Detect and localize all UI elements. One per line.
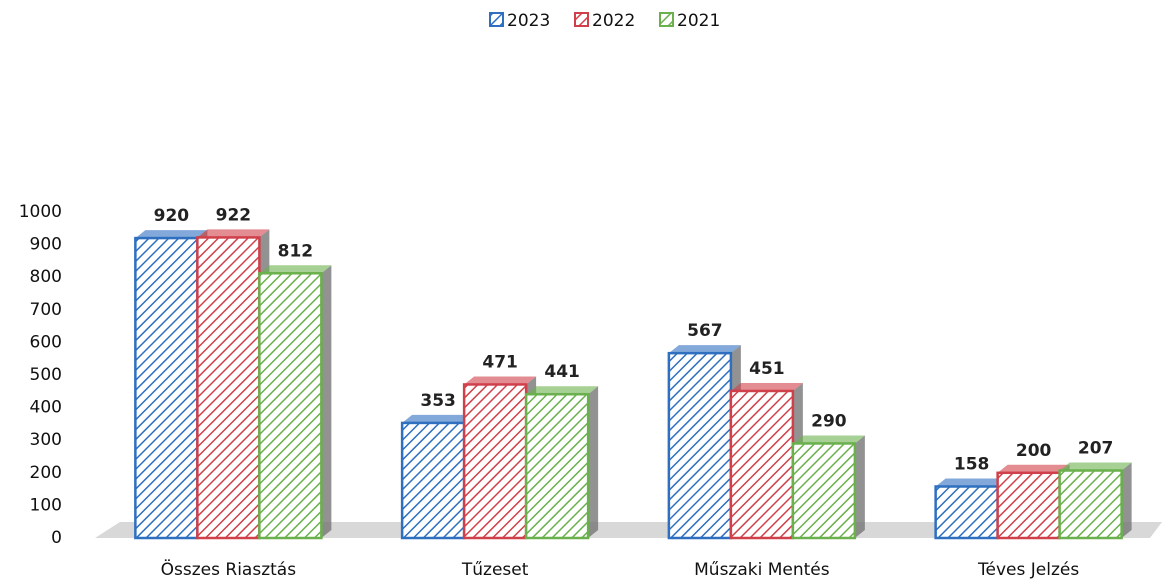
bar-top [1059, 462, 1132, 471]
data-label: 567 [687, 321, 723, 341]
bar-side [588, 386, 599, 538]
data-label: 200 [1016, 441, 1052, 461]
y-tick-label: 700 [30, 300, 62, 320]
bar-top [464, 376, 537, 385]
bar-top [259, 265, 332, 274]
data-label: 471 [482, 352, 518, 372]
data-label: 451 [749, 359, 785, 379]
data-label: 158 [954, 454, 990, 474]
x-tick-label: Műszaki Mentés [694, 560, 830, 580]
y-tick-label: 900 [30, 235, 62, 255]
y-tick-label: 800 [30, 267, 62, 287]
data-label: 207 [1078, 439, 1114, 459]
bar-top [997, 464, 1070, 473]
data-label: 290 [811, 411, 847, 431]
floor [95, 522, 1162, 538]
legend-swatch [659, 12, 674, 27]
y-tick-label: 500 [30, 365, 62, 385]
bar-top [197, 229, 270, 238]
bar-top [526, 386, 599, 395]
bar-top [730, 382, 803, 391]
data-label: 353 [420, 391, 456, 411]
bar-side [1121, 462, 1132, 538]
y-tick-label: 100 [30, 495, 62, 515]
bar-top [935, 478, 1008, 487]
y-tick-label: 300 [30, 430, 62, 450]
legend-label: 2023 [507, 11, 550, 31]
bar [791, 442, 857, 540]
data-label: 812 [278, 241, 314, 261]
bar [462, 383, 528, 540]
bar-top [668, 345, 741, 354]
y-tick-label: 1000 [19, 202, 62, 222]
legend-label: 2021 [677, 11, 720, 31]
legend-label: 2022 [592, 11, 635, 31]
bar-top [135, 230, 208, 239]
bar [729, 389, 795, 540]
bar [400, 421, 466, 540]
bar [934, 485, 999, 540]
y-tick-label: 400 [30, 398, 62, 418]
bar-side [321, 265, 332, 538]
legend-swatch [489, 12, 504, 27]
y-tick-label: 0 [51, 528, 62, 548]
bar-side [854, 435, 865, 538]
y-tick-label: 200 [30, 463, 62, 483]
x-tick-label: Tűzeset [461, 560, 529, 580]
x-tick-label: Összes Riasztás [161, 558, 297, 580]
bar [258, 272, 323, 540]
bar [134, 236, 199, 540]
bar-top [792, 435, 865, 444]
data-label: 441 [544, 362, 580, 382]
bar [196, 236, 261, 540]
legend-swatch [574, 12, 589, 27]
bar [667, 351, 733, 540]
bar-top [402, 414, 475, 423]
legend: 2023 2022 2021 [489, 11, 720, 31]
bar [1058, 469, 1123, 540]
x-tick-label: Téves Jelzés [977, 560, 1079, 580]
data-label: 920 [154, 206, 190, 226]
data-label: 922 [216, 205, 252, 225]
bar [524, 392, 590, 540]
y-tick-label: 600 [30, 332, 62, 352]
bar [996, 471, 1061, 540]
